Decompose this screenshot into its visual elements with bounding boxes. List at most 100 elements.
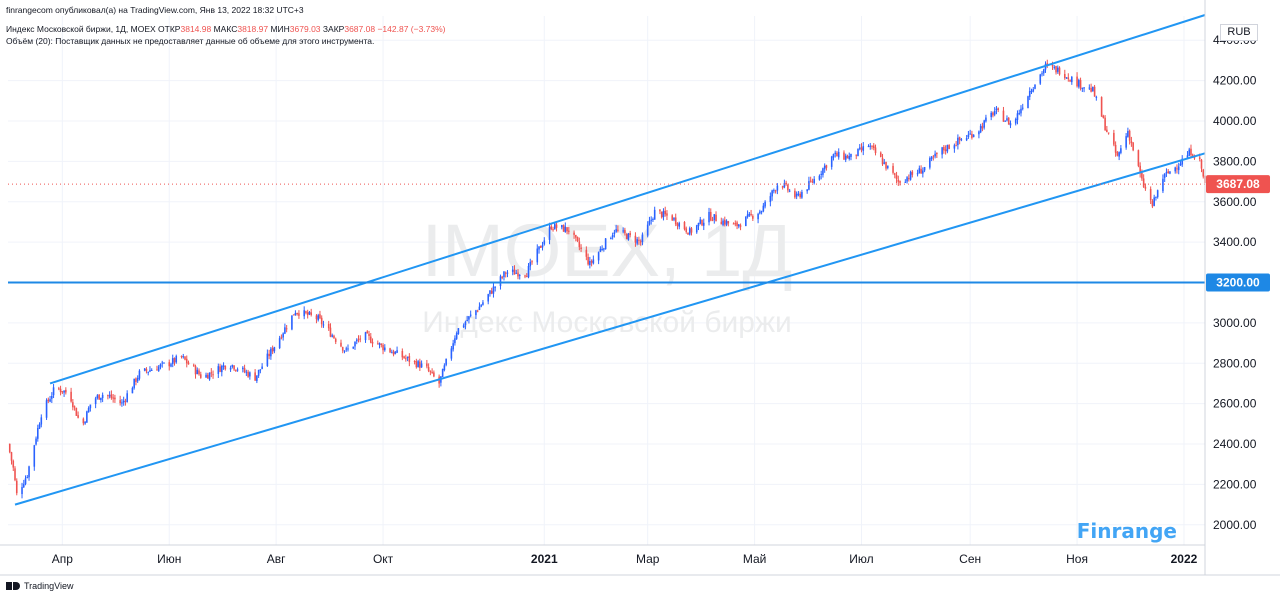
candle-body: [1065, 77, 1068, 79]
candle-body: [221, 365, 223, 373]
candle-body: [897, 179, 900, 182]
candle-body: [990, 112, 992, 118]
drawings-layer[interactable]: [8, 14, 1206, 506]
candle-body: [368, 333, 370, 337]
candle-body: [96, 395, 99, 399]
candle-body: [100, 397, 102, 400]
candle-body: [769, 196, 772, 202]
time-axis[interactable]: Апр Июн Авг Окт 2021 Мар Май Июл Сен Ноя 2022: [0, 544, 1280, 576]
candle-body: [893, 173, 896, 175]
candle-body: [1125, 136, 1127, 148]
candle-body: [752, 215, 754, 219]
low-value: 3679.03: [289, 24, 321, 34]
candle-body: [1100, 97, 1103, 117]
price-axis[interactable]: 2000.00 2200.00 2400.00 2600.00 2800.00 3000.…: [1204, 0, 1270, 575]
candle-body: [920, 169, 922, 174]
candle-body: [844, 155, 847, 160]
candle-body: [1079, 80, 1082, 89]
candle-body: [1016, 113, 1019, 120]
candle-body: [1107, 132, 1110, 134]
candle-body: [985, 117, 987, 122]
candle-body: [513, 269, 516, 275]
candle-body: [617, 229, 619, 231]
candle-body: [904, 181, 907, 183]
candle-body: [1041, 73, 1043, 75]
candle-body: [247, 371, 249, 377]
candle-body: [114, 397, 116, 400]
candle-body: [1095, 96, 1098, 98]
candle-body: [150, 369, 153, 371]
candle-body: [73, 406, 76, 408]
candle-body: [809, 180, 812, 182]
candle-body: [739, 225, 742, 227]
currency-button[interactable]: RUB: [1220, 24, 1258, 41]
candle-body: [711, 219, 714, 221]
candle-body: [932, 156, 935, 158]
candle-body: [184, 356, 186, 360]
candle-body: [958, 137, 961, 141]
candle-body: [1067, 77, 1070, 79]
candle-body: [936, 152, 938, 155]
symbol-description[interactable]: Индекс Московской биржи, 1Д, MOEX: [6, 24, 156, 34]
candle-body: [341, 347, 344, 351]
candle-body: [1106, 129, 1108, 133]
candle-body: [86, 411, 88, 423]
last-price-tag[interactable]: [1206, 175, 1270, 194]
candle-body: [224, 365, 227, 370]
candle-body: [648, 220, 651, 225]
candle-body: [1006, 118, 1008, 121]
candle-body: [242, 367, 244, 370]
candle-body: [783, 183, 786, 188]
candle-body: [1046, 63, 1049, 65]
candle-body: [818, 175, 821, 180]
candle-body: [401, 351, 404, 358]
candle-body: [171, 358, 174, 364]
candle-body: [466, 319, 468, 321]
candle-body: [830, 156, 833, 167]
candle-body: [811, 181, 814, 183]
candle-body: [550, 226, 553, 230]
channel-upper-line[interactable]: [49, 14, 1206, 385]
candle-body: [89, 404, 92, 409]
candle-body: [445, 358, 447, 365]
candle-body: [553, 223, 556, 230]
candle-body: [315, 315, 318, 320]
candle-body: [345, 348, 348, 350]
candle-body: [871, 145, 873, 147]
watermark-ticker: IMOEX, 1Д: [422, 209, 793, 292]
chart-grid: [8, 16, 1205, 545]
candle-body: [77, 415, 79, 418]
tradingview-footer[interactable]: TradingView: [6, 581, 74, 591]
candle-body: [347, 348, 349, 350]
candle-body: [384, 347, 386, 351]
candle-body: [254, 372, 256, 381]
candle-body: [270, 348, 272, 357]
candle-body: [156, 369, 158, 371]
candle-body: [222, 365, 225, 367]
candle-body: [785, 182, 787, 185]
candle-body: [15, 480, 18, 494]
candle-body: [355, 339, 358, 342]
candle-body: [22, 484, 25, 488]
candle-body: [1102, 116, 1105, 118]
candle-body: [280, 337, 283, 339]
candle-body: [161, 362, 164, 364]
x-tick-label: Окт: [373, 552, 394, 566]
candle-body: [143, 368, 146, 371]
candle-body: [1142, 178, 1145, 187]
candle-body: [84, 421, 86, 424]
channel-lower-line[interactable]: [14, 152, 1206, 506]
candle-body: [1063, 73, 1066, 79]
horizontal-level-tag[interactable]: [1206, 273, 1270, 292]
candle-body: [14, 468, 16, 481]
candle-body: [762, 205, 765, 212]
candle-body: [63, 390, 65, 393]
candle-body: [1002, 110, 1005, 122]
candle-body: [946, 145, 949, 152]
candle-body: [650, 219, 652, 221]
candle-body: [219, 366, 221, 372]
candle-body: [822, 168, 824, 175]
candle-body: [760, 211, 763, 213]
candle-body: [394, 351, 397, 354]
